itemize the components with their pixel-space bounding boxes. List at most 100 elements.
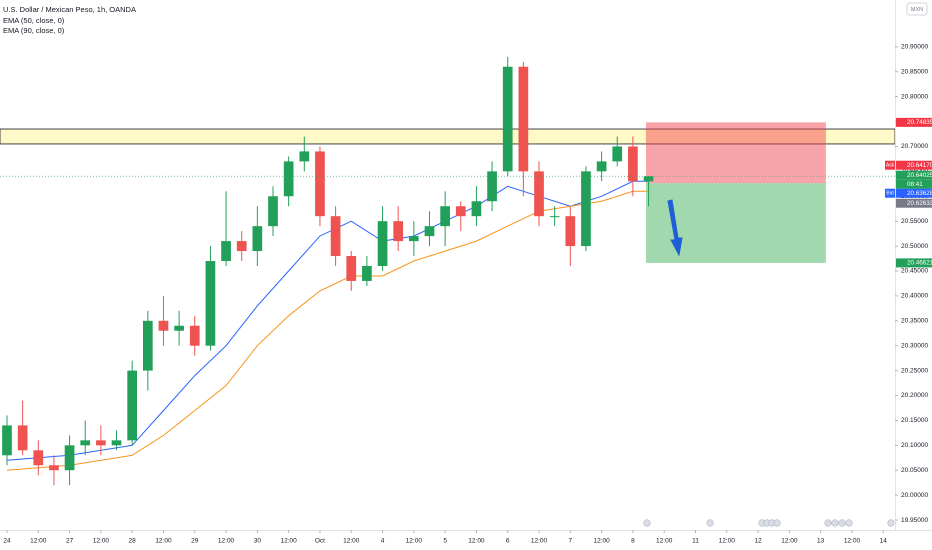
x-tick-label: 12:00 (531, 538, 548, 545)
bid-price-bg (896, 188, 932, 198)
x-tick-label: 4 (381, 538, 385, 545)
x-tick-label: 28 (129, 538, 137, 545)
candle-body (596, 161, 607, 172)
x-tick-label: 29 (191, 538, 199, 545)
event-flags (643, 519, 895, 527)
stop-zone (645, 122, 826, 184)
x-tick-label: 12 (754, 538, 762, 545)
x-tick-label: 12:00 (218, 538, 235, 545)
ask-price: 20.64170 (907, 162, 932, 169)
entry-price: 20.62633 (907, 200, 932, 207)
candle-body (80, 440, 91, 446)
stop-price-bg (896, 117, 932, 127)
bid-price-name: Bid (886, 191, 893, 197)
y-tick-label: 20.20000 (901, 392, 928, 399)
y-tick-label: 20.10000 (901, 442, 928, 449)
candle-body (408, 236, 419, 242)
y-tick-label: 20.15000 (901, 417, 928, 424)
target-price-bg (896, 258, 932, 268)
x-tick-label: 8 (631, 538, 635, 545)
currency: MXN (911, 7, 923, 13)
candle-body (487, 171, 497, 202)
candle-body (96, 440, 106, 446)
candle-body (33, 450, 44, 466)
y-tick-label: 20.80000 (901, 93, 928, 100)
ask-price-name-bg (885, 160, 895, 170)
candle-body (455, 206, 466, 217)
candle-body (565, 216, 576, 247)
x-tick-label: 27 (66, 538, 74, 545)
candle-body (440, 206, 450, 227)
symbol-title: U.S. Dollar / Mexican Peso, 1h, OANDA (3, 5, 136, 14)
x-tick-label: 11 (692, 538, 699, 545)
candle-body (612, 146, 623, 162)
candle-body (518, 66, 529, 172)
y-tick-label: 20.35000 (901, 318, 928, 325)
x-tick-label: 12:00 (406, 538, 423, 545)
x-tick-label: 12:00 (719, 538, 736, 545)
candle-body (628, 146, 638, 182)
y-tick-label: 19.95000 (901, 517, 928, 524)
y-tick-label: 20.90000 (901, 44, 928, 51)
candle-body (549, 216, 560, 218)
y-tick-label: 20.50000 (901, 243, 928, 250)
candle-body (502, 66, 513, 172)
x-tick-label: 5 (443, 538, 447, 545)
last-price-bg (896, 170, 932, 180)
candle-body (534, 171, 544, 217)
candle-body (221, 241, 231, 262)
x-tick-label: 12:00 (468, 538, 485, 545)
y-tick-label: 20.30000 (901, 342, 928, 349)
y-tick-label: 20.85000 (901, 68, 928, 75)
candle-body (174, 325, 184, 331)
candle-body (424, 226, 435, 237)
candle-body (252, 226, 263, 252)
x-tick-label: 12:00 (93, 538, 110, 545)
x-tick-label: 12:00 (593, 538, 610, 545)
candle-body (49, 465, 59, 471)
candle-body (189, 325, 200, 346)
countdown-bg (896, 179, 932, 189)
candle-body (205, 261, 216, 346)
bid-price: 20.63628 (907, 190, 932, 197)
ask-price-name: Ask (886, 163, 895, 169)
candle-body (330, 216, 341, 257)
bid-price-name-bg (885, 188, 895, 198)
countdown: 08:41 (907, 181, 923, 188)
ema-line (6, 180, 649, 461)
candle-body (346, 256, 357, 281)
candle-body (268, 196, 278, 227)
target-price: 20.46621 (907, 260, 932, 267)
x-tick-label: 12:00 (30, 538, 47, 545)
x-tick-label: 7 (568, 538, 572, 545)
candle-body (643, 176, 654, 182)
entry-price-bg (896, 198, 932, 208)
y-tick-label: 20.70000 (901, 143, 928, 150)
x-tick-label: 6 (506, 538, 510, 545)
x-tick-label: 12:00 (656, 538, 673, 545)
candle-body (471, 201, 482, 217)
candle-body (158, 320, 169, 331)
x-tick-label: 30 (254, 538, 262, 545)
x-tick-label: Oct (315, 538, 325, 545)
indicator-label: EMA (50, close, 0) (3, 16, 65, 25)
x-tick-label: 12:00 (781, 538, 798, 545)
y-tick-label: 20.40000 (901, 293, 928, 300)
candle-body (127, 370, 138, 441)
x-tick-label: 14 (880, 538, 888, 545)
candle-body (111, 440, 122, 446)
candle-body (299, 151, 310, 162)
currency-box[interactable] (906, 2, 928, 16)
x-tick-label: 12:00 (343, 538, 360, 545)
candle-body (393, 221, 404, 242)
y-tick-label: 20.45000 (901, 268, 928, 275)
down-arrow (667, 199, 683, 257)
candle-body (377, 221, 388, 266)
candle-body (362, 265, 372, 281)
x-tick-label: 13 (817, 538, 825, 545)
ask-price-bg (896, 160, 932, 170)
x-tick-label: 12:00 (281, 538, 298, 545)
candle-body (236, 241, 247, 252)
